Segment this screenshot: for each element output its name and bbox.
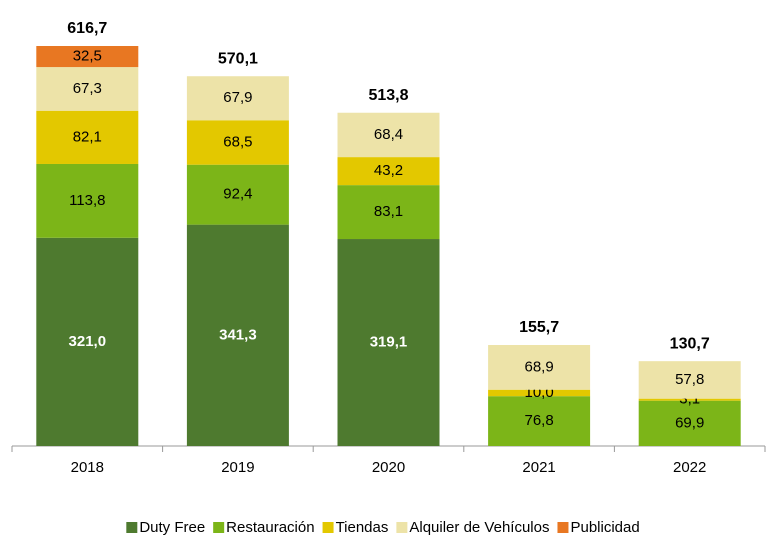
total-label: 570,1 bbox=[218, 50, 258, 67]
bar-segment bbox=[337, 239, 440, 446]
x-tick-label: 2019 bbox=[221, 459, 254, 476]
bar-segment bbox=[186, 224, 289, 446]
total-label: 513,8 bbox=[368, 87, 408, 104]
total-label: 155,7 bbox=[519, 319, 559, 336]
bar-segment bbox=[638, 361, 741, 399]
legend-item: Tiendas bbox=[322, 519, 389, 536]
data-label: 319,1 bbox=[370, 333, 408, 350]
bar-segment bbox=[186, 164, 289, 225]
legend-label: Restauración bbox=[226, 519, 314, 536]
bar-segment bbox=[36, 67, 139, 111]
data-label: 57,8 bbox=[675, 371, 704, 388]
bar-segment bbox=[36, 163, 139, 238]
bar-segment bbox=[337, 157, 440, 186]
bar-segment bbox=[186, 76, 289, 121]
legend-item: Duty Free bbox=[126, 519, 205, 536]
bar-segment bbox=[638, 400, 741, 446]
data-label: 68,4 bbox=[374, 126, 403, 143]
legend-swatch bbox=[396, 522, 408, 533]
total-label: 616,7 bbox=[67, 20, 107, 37]
legend-item: Publicidad bbox=[557, 519, 640, 536]
x-tick-label: 2018 bbox=[71, 459, 104, 476]
legend-label: Alquiler de Vehículos bbox=[409, 519, 549, 536]
bar-segment bbox=[186, 120, 289, 165]
legend-label: Publicidad bbox=[570, 519, 639, 536]
legend-swatch bbox=[557, 522, 569, 533]
legend-item: Restauración bbox=[213, 519, 315, 536]
data-label: 67,3 bbox=[73, 80, 102, 97]
data-label: 69,9 bbox=[675, 414, 704, 431]
data-label: 76,8 bbox=[524, 412, 553, 429]
total-label: 130,7 bbox=[670, 335, 710, 352]
data-label: 341,3 bbox=[219, 326, 257, 343]
bar-segment bbox=[488, 396, 591, 446]
bar-segment bbox=[36, 46, 139, 68]
data-label: 82,1 bbox=[73, 128, 102, 145]
bar-segment bbox=[337, 185, 440, 240]
data-label: 32,5 bbox=[73, 48, 102, 65]
bar-segment bbox=[337, 112, 440, 158]
data-label: 68,9 bbox=[524, 358, 553, 375]
x-tick-label: 2022 bbox=[673, 459, 706, 476]
data-label: 113,8 bbox=[69, 192, 105, 209]
data-label: 43,2 bbox=[374, 162, 403, 179]
legend-swatch bbox=[213, 522, 225, 533]
bar-segment bbox=[488, 389, 591, 397]
data-label: 83,1 bbox=[374, 203, 403, 220]
data-label: 92,4 bbox=[223, 186, 252, 203]
data-label: 321,0 bbox=[69, 333, 107, 350]
bar-segment bbox=[488, 345, 591, 390]
bar-segment bbox=[36, 237, 139, 446]
legend-label: Tiendas bbox=[336, 519, 389, 536]
legend-swatch bbox=[126, 522, 138, 533]
x-tick-label: 2020 bbox=[372, 459, 405, 476]
legend-item: Alquiler de Vehículos bbox=[396, 519, 549, 536]
bar-segment bbox=[638, 398, 741, 401]
legend-swatch bbox=[322, 522, 334, 533]
data-label: 67,9 bbox=[223, 89, 252, 106]
bar-segment bbox=[36, 110, 139, 164]
x-tick-label: 2021 bbox=[522, 459, 555, 476]
data-label: 68,5 bbox=[223, 133, 252, 150]
legend-label: Duty Free bbox=[139, 519, 205, 536]
